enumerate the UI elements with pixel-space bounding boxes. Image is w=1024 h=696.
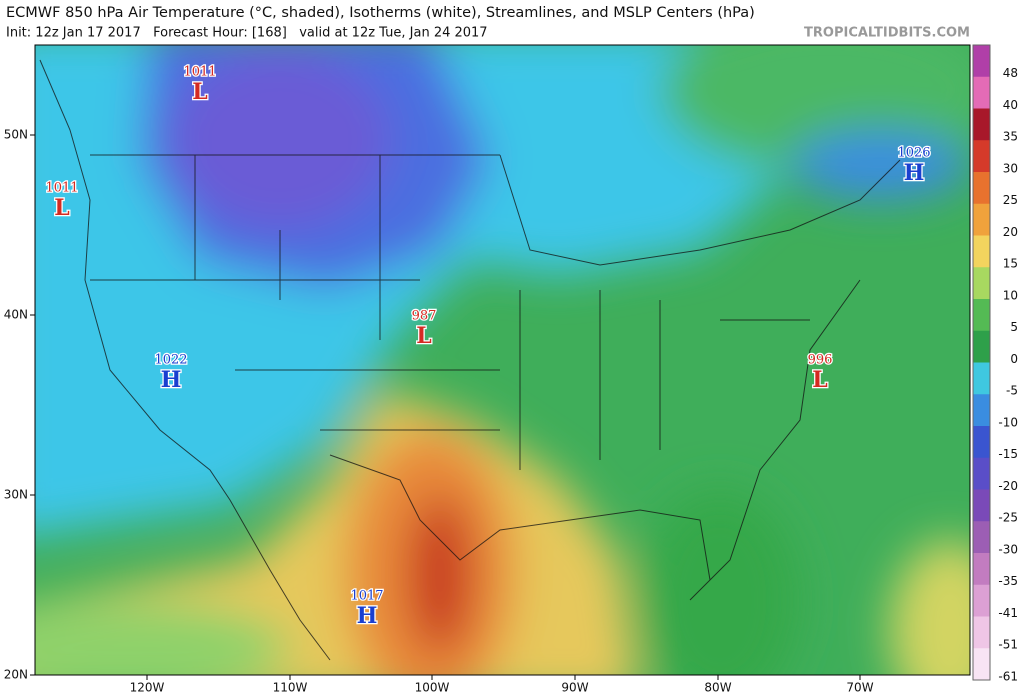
colorbar-segment: [973, 553, 990, 586]
pressure-letter: H: [357, 603, 378, 629]
temperature-field: [35, 45, 970, 675]
lat-label: 50N: [4, 128, 28, 142]
colorbar-segment: [973, 394, 990, 427]
colorbar-segment: [973, 330, 990, 363]
pressure-value: 1017: [350, 589, 383, 604]
colorbar-label: 25: [1003, 193, 1018, 207]
colorbar-segment: [973, 108, 990, 141]
pressure-value: 996: [808, 353, 833, 368]
brand: TROPICALTIDBITS.COM: [804, 26, 970, 41]
subtitle: Init: 12z Jan 17 2017 Forecast Hour: [16…: [6, 26, 488, 41]
colorbar-label: 0: [1010, 352, 1018, 366]
colorbar-segment: [973, 45, 990, 78]
colorbar-segment: [973, 235, 990, 268]
colorbar-segment: [973, 362, 990, 395]
colorbar-segment: [973, 203, 990, 236]
colorbar-label: 5: [1010, 320, 1018, 334]
colorbar-segment: [973, 76, 990, 109]
lon-label: 90W: [561, 681, 588, 695]
colorbar-frame: [972, 44, 991, 681]
colorbar-label: -41: [998, 606, 1018, 620]
lon-label: 70W: [846, 681, 873, 695]
pressure-value: 1011: [45, 181, 78, 196]
colorbar-label: 40: [1003, 98, 1018, 112]
colorbar-segment: [973, 584, 990, 617]
colorbar-segment: [973, 426, 990, 459]
map-frame: [34, 44, 971, 676]
lon-label: 120W: [130, 681, 165, 695]
lon-label: 110W: [273, 681, 308, 695]
colorbar-label: 48: [1003, 66, 1018, 80]
colorbar-label: 35: [1003, 130, 1018, 144]
colorbar-label: -5: [1006, 384, 1018, 398]
pressure-value: 1022: [154, 353, 187, 368]
colorbar-label: -20: [998, 479, 1018, 493]
colorbar-label: -35: [998, 574, 1018, 588]
pressure-value: 1026: [897, 146, 930, 161]
colorbar-segment: [973, 648, 990, 681]
colorbar-segment: [973, 172, 990, 205]
pressure-letter: L: [192, 79, 207, 105]
pressure-value: 987: [412, 309, 437, 324]
colorbar-segment: [973, 267, 990, 300]
colorbar-label: -30: [998, 542, 1018, 556]
lat-label: 40N: [4, 308, 28, 322]
colorbar-segment: [973, 299, 990, 332]
colorbar-segment: [973, 489, 990, 522]
colorbar-segment: [973, 616, 990, 649]
lon-label: 80W: [704, 681, 731, 695]
title: ECMWF 850 hPa Air Temperature (°C, shade…: [6, 5, 755, 21]
colorbar-label: -51: [998, 638, 1018, 652]
lat-label: 30N: [4, 488, 28, 502]
colorbar-segment: [973, 457, 990, 490]
colorbar-label: -25: [998, 511, 1018, 525]
colorbar-label: 10: [1003, 288, 1018, 302]
pressure-letter: H: [161, 367, 182, 393]
colorbar-segment: [973, 521, 990, 554]
colorbar-label: 20: [1003, 225, 1018, 239]
lon-label: 100W: [415, 681, 450, 695]
lat-label: 20N: [4, 668, 28, 682]
colorbar-label: -15: [998, 447, 1018, 461]
pressure-value: 1011: [183, 65, 216, 80]
colorbar-label: 15: [1003, 257, 1018, 271]
colorbar-label: 30: [1003, 161, 1018, 175]
colorbar-segment: [973, 140, 990, 173]
colorbar-label: -61: [998, 669, 1018, 683]
pressure-letter: L: [54, 195, 69, 221]
colorbar-label: -10: [998, 415, 1018, 429]
pressure-letter: H: [904, 160, 925, 186]
pressure-letter: L: [812, 367, 827, 393]
pressure-letter: L: [416, 323, 431, 349]
